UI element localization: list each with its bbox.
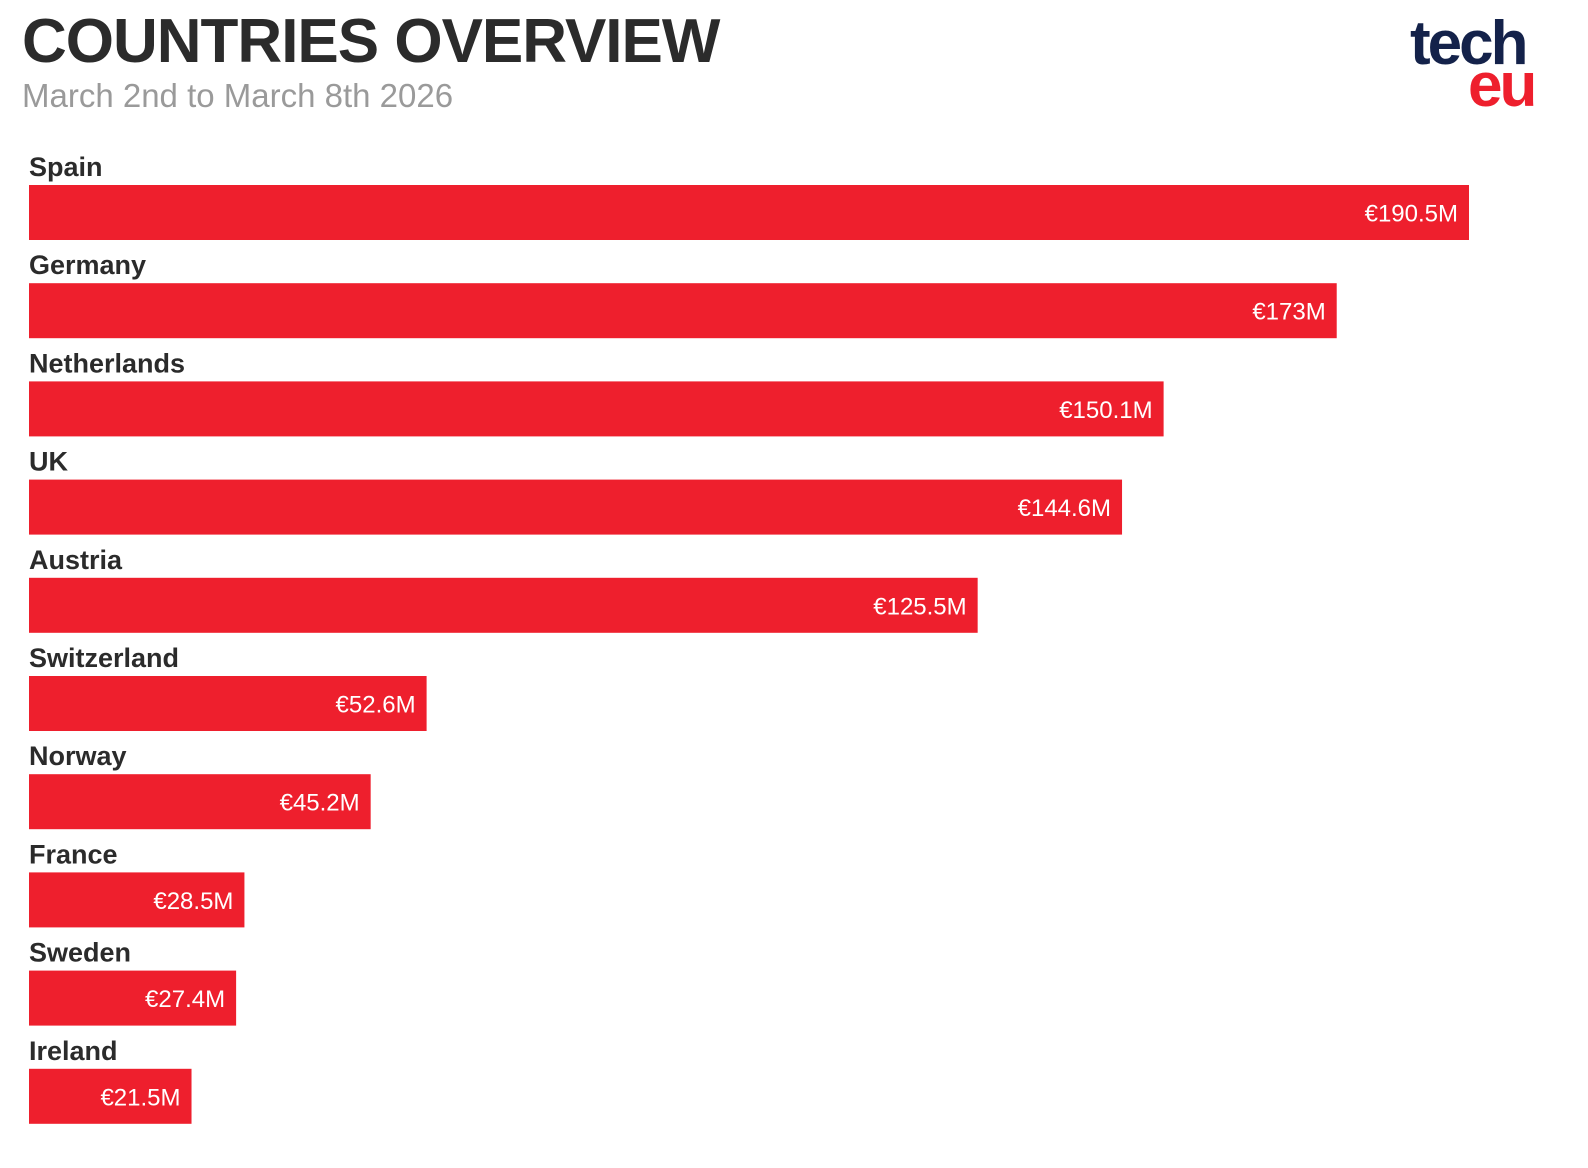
category-label-netherlands: Netherlands bbox=[29, 348, 185, 378]
logo-tech-text: tech bbox=[1410, 9, 1528, 78]
bar-spain bbox=[29, 185, 1469, 240]
bar-uk bbox=[29, 479, 1123, 535]
category-label-ireland: Ireland bbox=[29, 1036, 118, 1066]
page-subtitle: March 2nd to March 8th 2026 bbox=[22, 77, 454, 114]
logo-eu-text: eu bbox=[1468, 51, 1537, 120]
category-label-germany: Germany bbox=[29, 250, 146, 280]
value-label-spain: €190.5M bbox=[1365, 201, 1458, 228]
category-label-austria: Austria bbox=[29, 545, 123, 575]
value-label-ireland: €21.5M bbox=[100, 1084, 180, 1111]
value-label-switzerland: €52.6M bbox=[336, 692, 416, 719]
value-label-uk: €144.6M bbox=[1018, 495, 1111, 522]
bar-switzerland bbox=[29, 676, 427, 731]
bar-netherlands bbox=[29, 381, 1164, 437]
value-label-sweden: €27.4M bbox=[145, 986, 225, 1013]
bar-germany bbox=[29, 283, 1337, 339]
category-label-switzerland: Switzerland bbox=[29, 643, 179, 673]
bar-france bbox=[29, 872, 245, 928]
bar-sweden bbox=[29, 970, 237, 1026]
category-label-sweden: Sweden bbox=[29, 938, 131, 968]
bar-austria bbox=[29, 577, 978, 633]
value-label-austria: €125.5M bbox=[873, 593, 966, 620]
value-label-germany: €173M bbox=[1252, 299, 1325, 326]
category-label-france: France bbox=[29, 839, 118, 869]
tech-eu-logo: tech eu bbox=[1410, 9, 1560, 120]
category-label-uk: UK bbox=[29, 447, 68, 477]
page-title: COUNTRIES OVERVIEW bbox=[22, 7, 720, 76]
bar-ireland bbox=[29, 1068, 192, 1124]
value-label-france: €28.5M bbox=[153, 888, 233, 915]
value-label-norway: €45.2M bbox=[280, 790, 360, 817]
value-label-netherlands: €150.1M bbox=[1059, 397, 1152, 424]
category-label-spain: Spain bbox=[29, 152, 103, 182]
bar-norway bbox=[29, 774, 371, 830]
category-label-norway: Norway bbox=[29, 741, 127, 771]
